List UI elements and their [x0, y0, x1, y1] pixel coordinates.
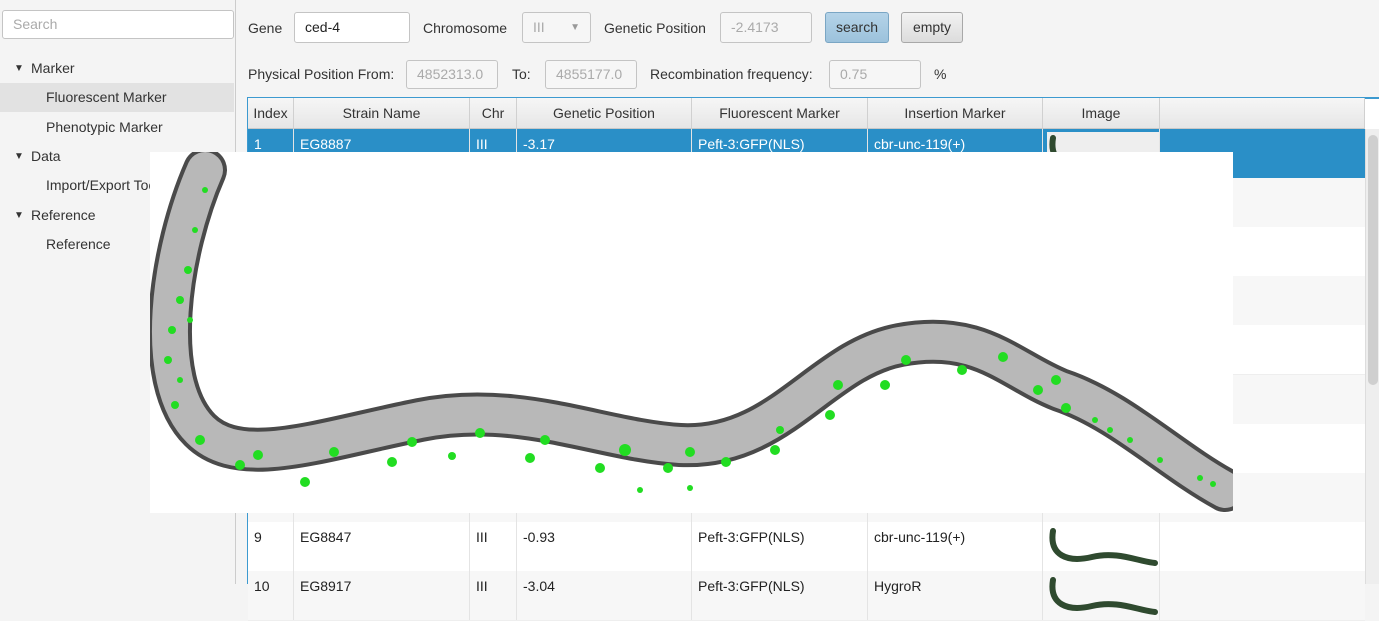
tree-item[interactable]: Fluorescent Marker — [0, 83, 234, 113]
tree-label: Fluorescent Marker — [46, 89, 167, 106]
label: Recombination frequency: — [650, 66, 813, 82]
to-input[interactable]: 4855177.0 — [545, 60, 637, 89]
label: Physical Position From: — [248, 66, 395, 82]
tree-label: Reference — [31, 206, 96, 223]
table-row[interactable] — [248, 521, 1365, 572]
worm — [150, 152, 1233, 512]
column-header-filler — [1160, 98, 1365, 129]
recombination-input[interactable]: 0.75 — [829, 60, 921, 89]
cell-border — [1159, 570, 1160, 620]
tree-item[interactable]: Import/Export Tool — [0, 171, 234, 200]
tree-label: Data — [31, 147, 61, 164]
tree-item[interactable]: Reference — [0, 230, 234, 259]
cell: Peft-3:GFP(NLS) — [698, 577, 805, 594]
cell: HygroR — [874, 577, 922, 594]
cell: Peft-3:GFP(NLS) — [698, 528, 805, 545]
scrollbar[interactable] — [1365, 129, 1379, 584]
worm-image — [150, 152, 1233, 513]
label: % — [934, 66, 947, 82]
tree-group[interactable]: ▼ Marker — [0, 54, 234, 83]
cell-border — [867, 521, 868, 571]
scroll-thumb[interactable] — [1368, 135, 1378, 385]
cell-border — [1042, 521, 1043, 571]
thumbnail-worm — [1049, 576, 1158, 615]
gene-input[interactable]: ced-4 — [294, 12, 410, 43]
cell: 10 — [254, 577, 270, 594]
label: To: — [512, 66, 531, 82]
tree-label: Import/Export Tool — [46, 177, 160, 194]
cell: EG8887 — [300, 136, 352, 152]
expand-arrow[interactable]: ▼ — [14, 150, 24, 162]
cell: III — [476, 577, 488, 594]
genetic-position-input[interactable]: -2.4173 — [720, 12, 812, 43]
cell: III — [476, 528, 488, 545]
tree-label: Phenotypic Marker — [46, 118, 163, 135]
column-header: Strain Name — [294, 98, 470, 129]
gfp-dots — [164, 187, 1216, 493]
label: Chromosome — [423, 20, 508, 36]
cell: III — [476, 136, 488, 152]
arrow: ▼ — [570, 22, 580, 33]
cell-border — [691, 521, 692, 571]
cell-border — [469, 521, 470, 571]
label: Gene — [248, 20, 283, 36]
cell: -3.04 — [523, 577, 555, 594]
cell: -3.17 — [523, 136, 555, 152]
column-header: Image — [1043, 98, 1160, 129]
cell: EG8917 — [300, 577, 352, 594]
search-field[interactable]: Search — [2, 10, 234, 39]
cell-border — [516, 521, 517, 571]
thumbnail — [1049, 527, 1158, 566]
column-header: Genetic Position — [517, 98, 692, 129]
expand-arrow[interactable]: ▼ — [14, 63, 24, 74]
thumbnail — [1049, 576, 1158, 615]
cell-border — [1159, 521, 1160, 571]
tree-label: Reference — [46, 235, 111, 252]
cell: cbr-unc-119(+) — [874, 528, 966, 545]
search-button[interactable]: search — [825, 12, 889, 43]
empty-button[interactable]: empty — [901, 12, 963, 43]
cell-border — [293, 521, 294, 571]
expand-arrow[interactable]: ▼ — [14, 209, 24, 221]
tree-group[interactable]: ▼ Reference — [0, 201, 234, 230]
cell: cbr-unc-119(+) — [874, 136, 966, 152]
cell-border — [1042, 570, 1043, 620]
thumbnail-worm — [1049, 527, 1158, 566]
chromosome-combo[interactable]: III ▼ — [522, 12, 591, 43]
cell: 9 — [254, 528, 262, 545]
column-header: Index — [248, 98, 294, 129]
cell: -0.93 — [523, 528, 555, 545]
column-header: Chr — [470, 98, 517, 129]
tree-group[interactable]: ▼ Data — [0, 142, 234, 171]
combo-value: III — [533, 19, 545, 35]
table-row[interactable] — [248, 570, 1365, 621]
label: Genetic Position — [604, 20, 706, 36]
tree-label: Marker — [31, 60, 75, 76]
cell: Peft-3:GFP(NLS) — [698, 136, 805, 152]
column-header: Fluorescent Marker — [692, 98, 868, 129]
cell: EG8847 — [300, 528, 352, 545]
from-input[interactable]: 4852313.0 — [406, 60, 498, 89]
tree-item[interactable]: Phenotypic Marker — [0, 113, 234, 142]
worm-body — [151, 152, 1233, 508]
cell: 1 — [254, 136, 262, 152]
column-header: Insertion Marker — [868, 98, 1043, 129]
